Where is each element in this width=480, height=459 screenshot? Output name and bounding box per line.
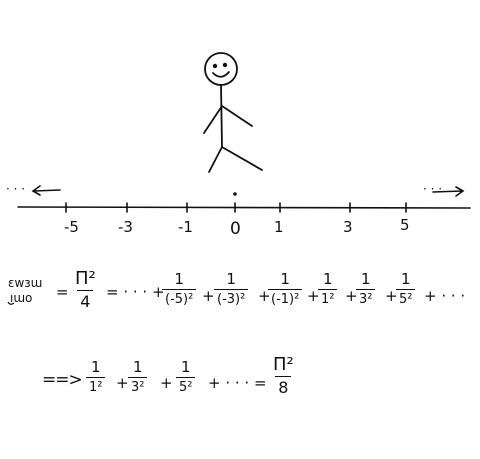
left-arrow [31,185,61,196]
term-numerator: 1 [226,270,236,288]
eq1-label-line1: ɛwɜɯ [8,276,43,290]
eq1-term-neg3: 1 (-3)² [214,270,249,306]
tick-label-1: 1 [274,218,284,236]
eq2-term-5: 1 5² [176,358,196,394]
tick-label-neg5: -5 [64,218,79,236]
eq2-rhs-fraction: Π² 8 [270,356,297,396]
left-ellipsis: · · · [6,182,26,196]
eq1-lhs-fraction: Π² 4 [72,270,99,310]
eq1-label-line2: ıɯo [10,291,33,305]
stick-figure-left-leg [208,146,223,173]
eq1-term-3: 1 3² [356,270,376,306]
plus-sign: + [307,287,320,305]
number-line-axis [17,206,471,209]
eq1-term-neg1: 1 (-1)² [268,270,303,306]
stick-figure-right-leg [221,146,263,171]
eq1-ellipsis-start: = · · · + [106,283,165,301]
term-numerator: 1 [90,358,101,376]
eq1-term-1: 1 1² [318,270,338,306]
stick-figure-body [220,84,223,148]
plus-sign: + [258,287,271,305]
term-denominator: 1² [318,289,338,306]
stick-figure-head [204,52,238,86]
plus-sign: + [345,287,358,305]
implies-arrow: ==> [42,370,83,390]
term-denominator: 3² [128,377,148,394]
tick-label-neg3: -3 [118,218,133,236]
term-numerator: 1 [280,270,290,288]
right-arrow [432,186,465,197]
term-numerator: 1 [174,270,184,288]
stick-figure-left-arm [203,105,223,134]
term-denominator: 3² [356,289,376,306]
eq2-ellipsis: + · · · = [208,374,267,392]
term-denominator: 1² [86,377,106,394]
number-line [17,185,471,213]
underline-scribble [7,301,15,305]
eq1-lhs-denominator: 4 [77,290,94,310]
right-ellipsis: · · · [423,182,443,196]
term-numerator: 1 [400,270,411,288]
stick-figure-smile [212,71,230,78]
eq1-term-5: 1 5² [396,270,416,306]
eq1-lhs-numerator: Π² [75,268,96,289]
term-numerator: 1 [180,358,191,376]
eq1-equals: = [56,283,69,301]
tick-label-3: 3 [343,218,353,236]
eq2-term-3: 1 3² [128,358,148,394]
tick-label-neg1: -1 [178,218,193,236]
eq1-term-neg5: 1 (-5)² [162,270,197,306]
term-numerator: 1 [360,270,371,288]
term-numerator: 1 [322,270,333,288]
stick-figure-right-eye [222,62,228,68]
term-denominator: (-5)² [162,289,197,306]
plus-sign: + [385,287,398,305]
eq2-rhs-denominator: 8 [275,376,292,396]
term-denominator: 5² [176,377,196,394]
eq1-ellipsis-end: + · · · [424,287,466,305]
stick-figure-left-eye [212,63,218,69]
term-denominator: (-1)² [268,289,303,306]
plus-sign: + [116,374,129,392]
term-denominator: (-3)² [214,289,249,306]
term-denominator: 5² [396,289,416,306]
eq2-rhs-numerator: Π² [273,354,294,375]
plus-sign: + [160,374,173,392]
stick-figure-right-arm [221,105,253,127]
tick-label-5: 5 [400,216,410,234]
tick-label-0: 0 [230,219,241,239]
term-numerator: 1 [132,358,143,376]
origin-dot [233,192,237,196]
plus-sign: + [202,287,215,305]
eq2-term-1: 1 1² [86,358,106,394]
